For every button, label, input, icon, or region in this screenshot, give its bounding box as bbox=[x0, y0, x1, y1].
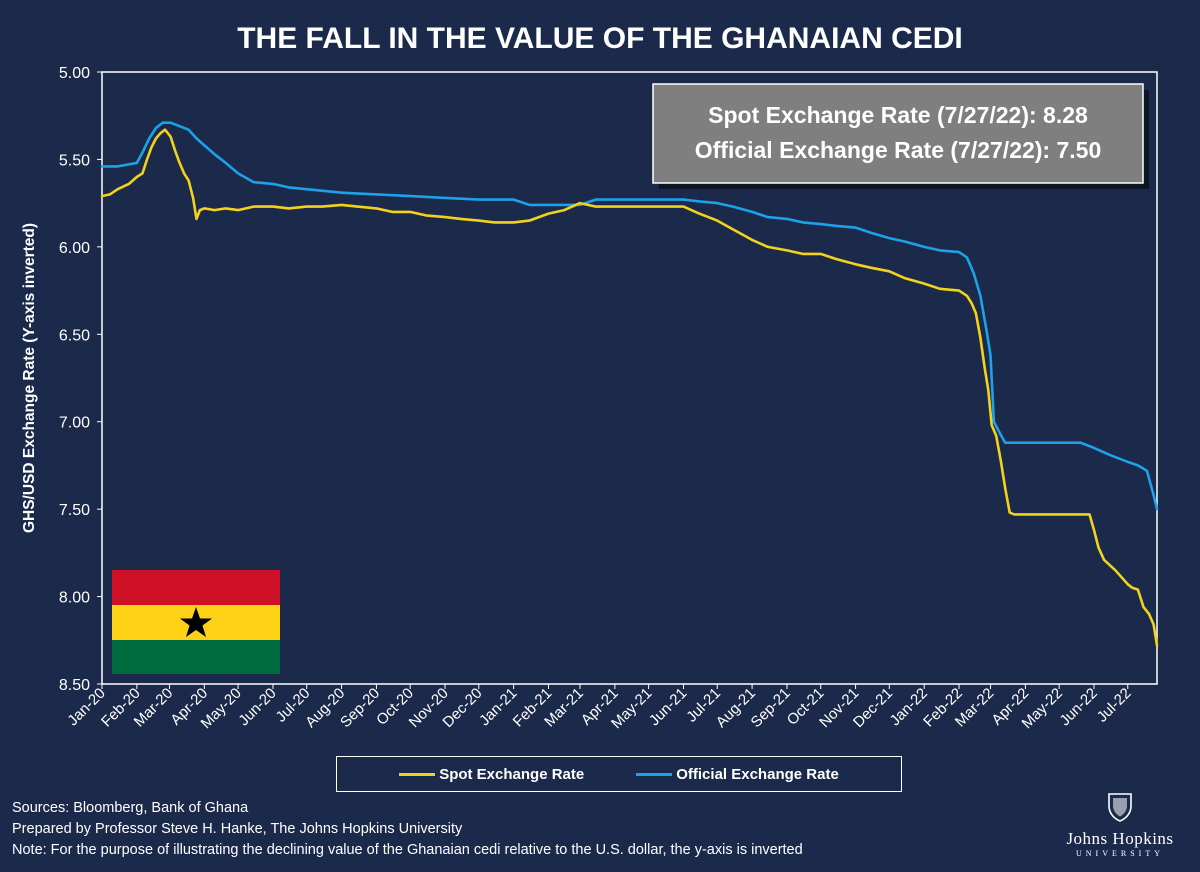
inverted-axis-note: Note: For the purpose of illustrating th… bbox=[12, 842, 803, 858]
y-tick-label: 5.50 bbox=[59, 152, 90, 169]
legend-item-official: Official Exchange Rate bbox=[636, 766, 839, 783]
jhu-logo: Johns Hopkins UNIVERSITY bbox=[1046, 792, 1194, 858]
jhu-name: Johns Hopkins bbox=[1066, 829, 1174, 848]
x-axis: Jan-20Feb-20Mar-20Apr-20May-20Jun-20Jul-… bbox=[64, 684, 1135, 732]
y-axis-label: GHS/USD Exchange Rate (Y-axis inverted) bbox=[21, 223, 38, 533]
legend: Spot Exchange Rate Official Exchange Rat… bbox=[336, 756, 902, 792]
x-tick-label: Sep-20 bbox=[337, 685, 383, 731]
legend-label-spot: Spot Exchange Rate bbox=[439, 765, 585, 783]
y-tick-label: 6.50 bbox=[59, 327, 90, 344]
series-line-official bbox=[100, 121, 1159, 511]
jhu-subtitle: UNIVERSITY bbox=[1076, 849, 1164, 858]
x-tick-label: Jun-20 bbox=[235, 685, 279, 729]
line-chart: 5.00 5.50 6.00 6.50 7.00 7.50 8.00 8.50 Jan-20F… bbox=[21, 65, 1159, 732]
y-tick-label: 8.00 bbox=[59, 590, 90, 607]
y-tick-label: 7.00 bbox=[59, 415, 90, 432]
y-tick-label: 6.00 bbox=[59, 240, 90, 257]
y-tick-label: 5.00 bbox=[59, 65, 90, 82]
y-tick-label: 8.50 bbox=[59, 677, 90, 694]
sources-note: Sources: Bloomberg, Bank of Ghana bbox=[12, 800, 249, 816]
x-tick-label: Sep-21 bbox=[748, 685, 794, 731]
x-tick-label: Jun-22 bbox=[1056, 685, 1100, 729]
legend-swatch-official bbox=[636, 772, 673, 776]
x-tick-label: Jul-22 bbox=[1094, 685, 1135, 726]
ghana-flag-icon bbox=[112, 570, 280, 674]
annotation-spot: Spot Exchange Rate (7/27/22): 8.28 bbox=[708, 102, 1088, 128]
y-tick-label: 7.50 bbox=[59, 502, 90, 519]
x-tick-label: Jun-21 bbox=[646, 685, 690, 729]
series-line-spot bbox=[100, 128, 1159, 647]
y-axis: 5.00 5.50 6.00 6.50 7.00 7.50 8.00 8.50 bbox=[59, 65, 102, 694]
legend-label-official: Official Exchange Rate bbox=[676, 765, 839, 783]
plot-area-border bbox=[101, 71, 1158, 685]
legend-swatch-spot bbox=[399, 772, 436, 776]
chart-title: THE FALL IN THE VALUE OF THE GHANAIAN CE… bbox=[237, 22, 963, 55]
jhu-shield-icon bbox=[1108, 793, 1132, 822]
series-layer bbox=[100, 121, 1159, 647]
source-notes: Sources: Bloomberg, Bank of Ghana Prepar… bbox=[12, 798, 803, 861]
prepared-by-note: Prepared by Professor Steve H. Hanke, Th… bbox=[12, 821, 463, 837]
annotation-official: Official Exchange Rate (7/27/22): 7.50 bbox=[695, 137, 1102, 163]
black-star-icon bbox=[180, 607, 212, 637]
legend-item-spot: Spot Exchange Rate bbox=[399, 766, 584, 783]
annotation-box: Spot Exchange Rate (7/27/22): 8.28 Offic… bbox=[652, 83, 1149, 189]
